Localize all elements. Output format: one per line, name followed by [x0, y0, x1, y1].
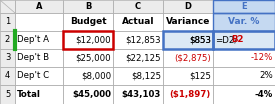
Bar — [0, 49, 15, 67]
Text: A: A — [36, 2, 42, 11]
Text: Var. %: Var. % — [228, 17, 260, 27]
Bar — [213, 13, 275, 31]
Text: D: D — [185, 2, 191, 11]
Text: $12,853: $12,853 — [125, 35, 161, 45]
Text: 1: 1 — [5, 17, 10, 27]
Text: $8,125: $8,125 — [131, 72, 161, 80]
Bar — [0, 0, 15, 13]
Text: 3: 3 — [5, 53, 10, 63]
Text: Dep't C: Dep't C — [17, 72, 49, 80]
Bar — [213, 67, 275, 85]
Bar — [15, 31, 63, 49]
Bar — [113, 67, 163, 85]
Bar — [0, 31, 15, 49]
Text: 2: 2 — [5, 35, 10, 45]
Text: $25,000: $25,000 — [75, 53, 111, 63]
Text: C: C — [135, 2, 141, 11]
Bar — [113, 0, 163, 13]
Bar — [213, 0, 275, 13]
Bar — [163, 13, 213, 31]
Bar — [113, 49, 163, 67]
Text: Total: Total — [17, 90, 41, 99]
Bar — [213, 85, 275, 104]
Bar — [163, 31, 213, 49]
Text: -4%: -4% — [255, 90, 273, 99]
Text: =D2/: =D2/ — [215, 35, 237, 45]
Text: B: B — [85, 2, 91, 11]
Bar — [213, 13, 275, 31]
Text: 2%: 2% — [259, 72, 273, 80]
Bar — [213, 49, 275, 67]
Bar — [163, 31, 213, 49]
Bar — [63, 0, 113, 13]
Text: $8,000: $8,000 — [81, 72, 111, 80]
Bar — [0, 67, 15, 85]
Bar — [15, 85, 63, 104]
Bar — [163, 0, 213, 13]
Bar — [163, 31, 213, 49]
Bar — [113, 0, 163, 13]
Bar — [0, 13, 15, 31]
Text: $12,000: $12,000 — [75, 35, 111, 45]
Bar — [163, 85, 213, 104]
Text: $45,000: $45,000 — [72, 90, 111, 99]
Bar — [163, 49, 213, 67]
Text: $125: $125 — [189, 72, 211, 80]
Text: Variance: Variance — [166, 17, 210, 27]
Text: -12%: -12% — [251, 53, 273, 63]
Bar — [113, 31, 163, 49]
Bar — [63, 31, 113, 49]
Text: $853: $853 — [189, 35, 211, 45]
Bar — [0, 85, 15, 104]
Text: ($2,875): ($2,875) — [174, 53, 211, 63]
Bar — [213, 13, 275, 31]
Bar — [63, 31, 113, 49]
Bar — [163, 67, 213, 85]
Text: $853: $853 — [189, 35, 211, 45]
Bar — [15, 0, 63, 13]
Text: 4: 4 — [5, 72, 10, 80]
Bar — [63, 13, 113, 31]
Bar — [213, 31, 275, 49]
Bar — [63, 67, 113, 85]
Bar — [0, 13, 15, 31]
Text: 5: 5 — [5, 90, 10, 99]
Bar — [213, 31, 275, 49]
Bar — [213, 31, 275, 49]
Bar — [213, 0, 275, 13]
Bar — [63, 49, 113, 67]
Bar — [113, 13, 163, 31]
Bar — [0, 0, 15, 13]
Text: Dep't B: Dep't B — [17, 53, 49, 63]
Bar — [0, 67, 15, 85]
Text: $43,103: $43,103 — [122, 90, 161, 99]
Bar — [63, 0, 113, 13]
Bar — [15, 0, 63, 13]
Text: $22,125: $22,125 — [125, 53, 161, 63]
Bar — [15, 67, 63, 85]
Bar — [15, 49, 63, 67]
Bar — [0, 31, 15, 49]
Bar — [0, 49, 15, 67]
Text: Actual: Actual — [122, 17, 154, 27]
Bar — [213, 0, 275, 13]
Text: Budget: Budget — [70, 17, 106, 27]
Text: Dep't A: Dep't A — [17, 35, 49, 45]
Text: B2: B2 — [231, 35, 243, 45]
Bar — [63, 85, 113, 104]
Bar — [0, 0, 15, 13]
Bar — [0, 85, 15, 104]
Bar — [15, 13, 63, 31]
Text: E: E — [241, 2, 247, 11]
Text: ($1,897): ($1,897) — [170, 90, 211, 99]
Bar — [213, 0, 275, 13]
Bar — [163, 0, 213, 13]
Bar — [113, 85, 163, 104]
